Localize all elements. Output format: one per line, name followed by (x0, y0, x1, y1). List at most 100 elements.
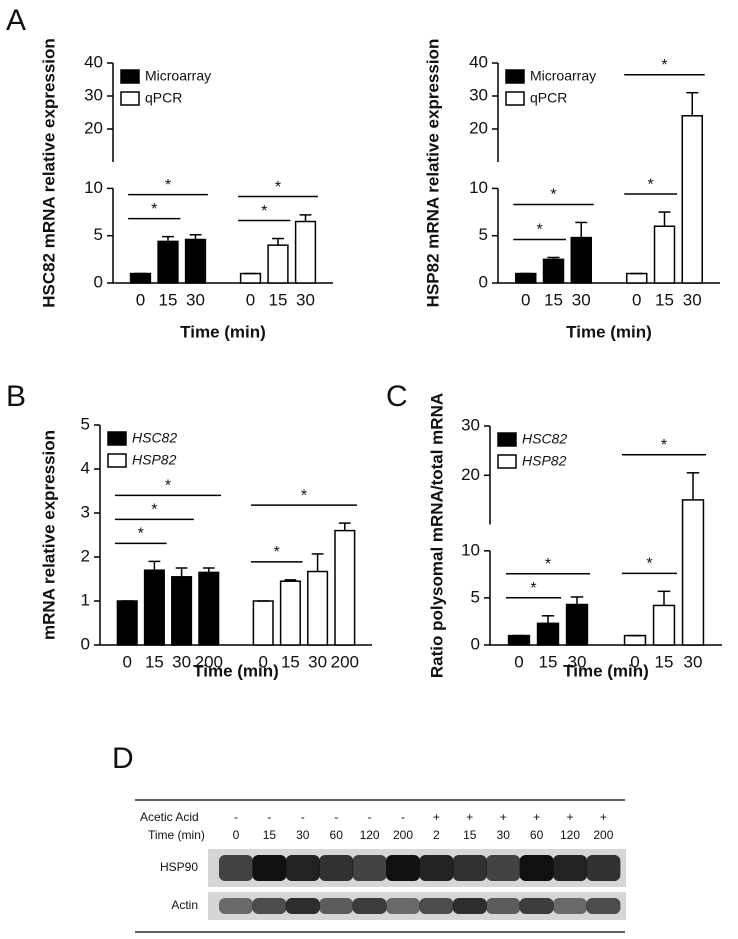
x-tick-label: 0 (136, 290, 145, 309)
legend-label: Microarray (145, 68, 211, 84)
blot-band (352, 898, 387, 914)
legend-swatch (497, 432, 517, 447)
lane-label: 60 (330, 828, 344, 842)
lane-label: 2 (433, 828, 440, 842)
legend-label: HSC82 (132, 430, 177, 446)
lane-label: + (566, 810, 573, 824)
legend-label: HSP82 (522, 453, 567, 469)
y-tick-label: 1 (81, 590, 90, 609)
blot-band (386, 855, 420, 881)
blot-band (452, 855, 487, 881)
y-tick-label: 10 (84, 178, 103, 197)
bar (653, 225, 676, 284)
y-tick-label: 20 (461, 465, 480, 484)
x-tick-label: 0 (246, 290, 255, 309)
x-axis-label: Time (min) (193, 661, 279, 680)
bar (116, 600, 138, 646)
significance-label: * (661, 437, 667, 454)
y-tick-label: 3 (81, 502, 90, 521)
lane-label: 30 (296, 828, 310, 842)
blot-row-label: Acetic Acid (140, 810, 199, 824)
lane-label: - (334, 810, 338, 824)
blot-band (352, 855, 387, 881)
bar (279, 580, 301, 646)
lane-label: - (401, 810, 405, 824)
y-tick-label: 10 (461, 540, 480, 559)
y-tick-label: 10 (469, 178, 488, 197)
lane-label: 120 (360, 828, 380, 842)
x-tick-label: 15 (544, 290, 563, 309)
bar (507, 634, 531, 646)
significance-label: * (530, 580, 536, 597)
blot-band (252, 898, 287, 914)
y-tick-label: 30 (461, 415, 480, 434)
lane-label: + (500, 810, 507, 824)
bar (239, 272, 262, 284)
lane-label: - (368, 810, 372, 824)
bar (681, 115, 703, 284)
y-tick-label: 4 (81, 458, 90, 477)
x-tick-label: 30 (568, 652, 587, 671)
x-tick-label: 200 (331, 652, 359, 671)
significance-label: * (274, 544, 280, 561)
lane-label: 30 (497, 828, 511, 842)
x-tick-label: 30 (308, 652, 327, 671)
x-tick-label: 0 (514, 652, 523, 671)
bar (681, 499, 705, 646)
x-tick-label: 0 (521, 290, 530, 309)
x-tick-label: 15 (159, 290, 178, 309)
bar (626, 272, 648, 284)
x-tick-label: 30 (186, 290, 205, 309)
blot-band (553, 855, 587, 881)
x-tick-label: 15 (655, 652, 674, 671)
significance-label: * (545, 556, 551, 573)
significance-label: * (138, 526, 144, 543)
legend-label: Microarray (530, 68, 596, 84)
blot-band (285, 898, 320, 914)
bar (171, 576, 193, 646)
y-tick-label: 5 (471, 587, 480, 606)
blot-band (486, 898, 521, 914)
y-tick-label: 5 (81, 414, 90, 433)
lane-label: 15 (263, 828, 277, 842)
significance-label: * (648, 176, 654, 193)
blot-band-label: HSP90 (160, 860, 198, 874)
x-tick-label: 0 (632, 290, 641, 309)
y-axis-label: Ratio polysomal mRNA/total mRNA (427, 393, 446, 678)
bar (129, 272, 152, 284)
x-tick-label: 0 (630, 652, 639, 671)
legend-swatch (505, 91, 525, 106)
legend-swatch (107, 453, 127, 468)
significance-label: * (661, 57, 667, 74)
lane-label: 120 (560, 828, 580, 842)
significance-label: * (151, 502, 157, 519)
lane-label: + (600, 810, 607, 824)
x-tick-label: 30 (296, 290, 315, 309)
y-tick-label: 0 (471, 634, 480, 653)
bar (294, 220, 317, 284)
legend-swatch (497, 454, 517, 469)
y-tick-label: 40 (469, 52, 488, 71)
blot-band (486, 855, 521, 881)
blot-band-label: Actin (171, 898, 198, 912)
lane-label: 0 (233, 828, 240, 842)
x-tick-label: 15 (281, 652, 300, 671)
y-tick-label: 5 (479, 225, 488, 244)
bar (198, 571, 220, 646)
legend-label: HSP82 (132, 452, 177, 468)
x-axis-label: Time (min) (180, 322, 266, 341)
x-tick-label: 0 (122, 652, 131, 671)
y-tick-label: 0 (479, 272, 488, 291)
bar (143, 569, 165, 646)
blot-band (285, 855, 320, 881)
bar (570, 236, 592, 284)
y-tick-label: 5 (94, 225, 103, 244)
bar (515, 272, 537, 284)
bar (565, 603, 589, 646)
legend-label: qPCR (530, 90, 567, 106)
bar (652, 604, 676, 646)
y-tick-label: 0 (94, 272, 103, 291)
blot-band (219, 898, 253, 914)
bar (184, 238, 207, 284)
